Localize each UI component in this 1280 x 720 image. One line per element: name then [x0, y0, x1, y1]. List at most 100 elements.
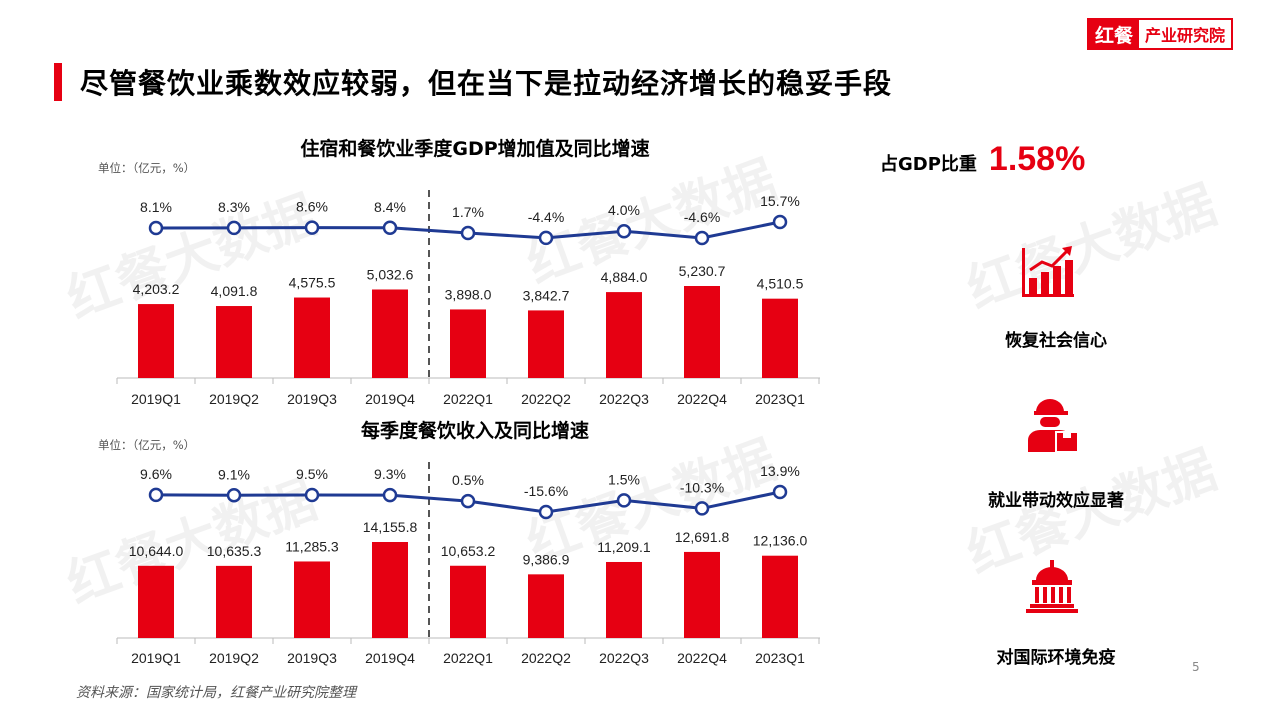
side-item-label: 恢复社会信心: [1005, 331, 1107, 351]
bar: [606, 561, 642, 638]
category-tick-label: 2019Q2: [209, 650, 259, 666]
growth-point: [382, 487, 398, 503]
bar: [684, 551, 720, 638]
bar: [528, 574, 564, 638]
bar-value-label: 11,285.3: [285, 538, 339, 554]
bar-value-label: 3,842.7: [523, 287, 570, 303]
side-item-label: 就业带动效应显著: [988, 491, 1124, 511]
growth-label: 8.3%: [218, 199, 250, 215]
growth-point: [148, 487, 164, 503]
growth-point: [460, 225, 476, 241]
bar: [528, 310, 564, 378]
category-tick-label: 2022Q3: [599, 391, 649, 407]
growth-label: 4.0%: [608, 202, 640, 218]
bar-value-label: 11,209.1: [597, 539, 651, 555]
gdp-share-label: 占GDP比重: [880, 154, 977, 175]
category-tick-label: 2022Q2: [521, 391, 571, 407]
growth-point: [304, 220, 320, 235]
bar: [138, 565, 174, 638]
growth-label: -4.4%: [528, 209, 565, 225]
growth-label: 8.4%: [374, 199, 406, 215]
bar: [684, 286, 720, 378]
chart1-unit: 单位：（亿元，%）: [98, 161, 196, 175]
bar-value-label: 5,032.6: [367, 266, 414, 282]
growth-label: 8.1%: [140, 199, 172, 215]
category-tick-label: 2019Q1: [131, 391, 181, 407]
bar: [216, 565, 252, 638]
growth-label: 15.7%: [760, 193, 800, 209]
bar-chart-growth-icon: [1022, 246, 1074, 297]
growth-point: [616, 223, 632, 239]
growth-point: [226, 488, 242, 503]
bar-value-label: 4,575.5: [289, 275, 336, 291]
growth-label: -10.3%: [680, 479, 724, 495]
government-building-icon: [1026, 560, 1078, 613]
title-accent-bar: [54, 63, 62, 101]
page-title: 尽管餐饮业乘数效应较弱，但在当下是拉动经济增长的稳妥手段: [80, 67, 893, 100]
growth-point: [694, 501, 710, 516]
category-tick-label: 2022Q2: [521, 650, 571, 666]
brand-logo: 红餐 产业研究院: [1087, 18, 1234, 50]
category-tick-label: 2019Q1: [131, 650, 181, 666]
bar-value-label: 4,510.5: [757, 276, 804, 292]
bar-value-label: 9,386.9: [523, 551, 570, 567]
growth-point: [772, 484, 788, 500]
bar: [294, 561, 330, 638]
category-tick-label: 2023Q1: [755, 650, 805, 666]
logo-text: 产业研究院: [1139, 18, 1234, 50]
growth-label: 9.5%: [296, 466, 328, 482]
growth-label: -15.6%: [524, 483, 568, 499]
growth-point: [694, 230, 710, 246]
growth-point: [538, 230, 554, 246]
bar-value-label: 4,884.0: [601, 269, 648, 285]
growth-point: [616, 493, 632, 508]
bar: [606, 292, 642, 378]
gdp-share-value: 1.58%: [988, 140, 1086, 178]
gdp-share: 占GDP比重 1.58%: [880, 140, 1085, 179]
bar: [762, 298, 798, 378]
category-tick-label: 2019Q4: [365, 650, 415, 666]
bar: [294, 297, 330, 378]
bar: [372, 542, 408, 638]
bar: [372, 289, 408, 378]
bar: [138, 304, 174, 378]
growth-point: [538, 504, 554, 520]
growth-label: 13.9%: [760, 463, 800, 479]
category-tick-label: 2022Q3: [599, 650, 649, 666]
bar-value-label: 10,635.3: [207, 543, 262, 559]
bar-value-label: 14,155.8: [363, 519, 418, 535]
category-tick-label: 2023Q1: [755, 391, 805, 407]
growth-point: [382, 220, 398, 236]
category-tick-label: 2019Q3: [287, 391, 337, 407]
growth-point: [772, 214, 788, 230]
growth-point: [226, 220, 242, 236]
bar-value-label: 4,203.2: [133, 281, 180, 297]
bar-value-label: 12,691.8: [675, 529, 730, 545]
growth-label: 1.7%: [452, 204, 484, 220]
growth-point: [460, 493, 476, 509]
bar-value-label: 5,230.7: [679, 263, 726, 279]
growth-label: 1.5%: [608, 471, 640, 487]
logo-brand: 红餐: [1087, 18, 1140, 50]
bar-value-label: 3,898.0: [445, 286, 492, 302]
growth-label: 9.1%: [218, 466, 250, 482]
chart2-unit: 单位：（亿元，%）: [98, 438, 196, 452]
bar-value-label: 10,644.0: [129, 543, 184, 559]
bar: [216, 306, 252, 378]
growth-point: [304, 487, 320, 503]
chart2-title: 每季度餐饮收入及同比增速: [360, 420, 589, 442]
growth-label: 0.5%: [452, 472, 484, 488]
chart1-title: 住宿和餐饮业季度GDP增加值及同比增速: [300, 138, 650, 160]
delivery-worker-icon: [1028, 399, 1079, 453]
category-tick-label: 2019Q2: [209, 391, 259, 407]
category-tick-label: 2022Q4: [677, 650, 727, 666]
bar-value-label: 4,091.8: [211, 283, 258, 299]
page-number: 5: [1192, 660, 1200, 674]
category-tick-label: 2022Q1: [443, 391, 493, 407]
bar: [450, 565, 486, 638]
growth-label: -4.6%: [684, 209, 721, 225]
growth-label: 8.6%: [296, 199, 328, 215]
growth-label: 9.3%: [374, 466, 406, 482]
